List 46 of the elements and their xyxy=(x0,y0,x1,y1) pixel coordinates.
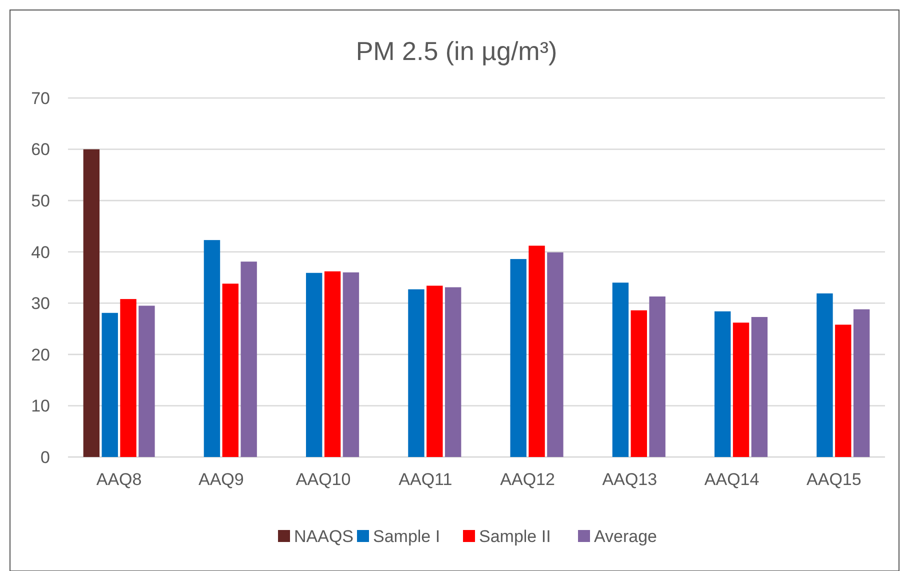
bar xyxy=(732,322,750,457)
bar xyxy=(630,310,648,457)
bar xyxy=(240,262,257,457)
y-tick-label: 50 xyxy=(31,192,50,211)
y-tick-label: 10 xyxy=(31,396,50,416)
bar xyxy=(612,282,629,457)
legend-label: NAAQS xyxy=(294,526,354,546)
bar xyxy=(204,240,220,457)
x-tick-label: AAQ14 xyxy=(704,470,760,489)
bar xyxy=(547,252,564,457)
y-tick-label: 0 xyxy=(40,448,50,467)
x-tick-label: AAQ15 xyxy=(806,470,862,489)
bar xyxy=(120,299,136,457)
y-tick-label: 20 xyxy=(31,345,50,364)
y-tick-label: 30 xyxy=(31,294,50,314)
x-tick-label: AAQ13 xyxy=(602,470,658,489)
bar xyxy=(816,293,833,457)
bar xyxy=(528,246,545,457)
bar xyxy=(83,149,100,457)
legend-label: Sample II xyxy=(479,526,551,546)
bar xyxy=(444,287,462,457)
bar xyxy=(510,259,526,457)
bar xyxy=(426,286,443,457)
bar xyxy=(835,324,852,457)
bar xyxy=(853,309,870,457)
y-tick-label: 40 xyxy=(31,242,50,262)
bar xyxy=(714,311,731,457)
bar xyxy=(649,296,666,457)
y-tick-label: 70 xyxy=(31,88,50,108)
x-tick-label: AAQ12 xyxy=(500,470,555,489)
bar xyxy=(138,306,155,457)
chart-title: PM 2.5 (in µg/m³) xyxy=(356,36,558,66)
bar xyxy=(222,284,239,457)
bar xyxy=(408,289,424,457)
bar xyxy=(324,271,341,457)
legend-label: Average xyxy=(594,526,658,546)
bar xyxy=(342,272,360,457)
x-tick-label: AAQ9 xyxy=(198,470,244,489)
bar xyxy=(102,312,118,457)
x-tick-label: AAQ8 xyxy=(96,470,142,489)
bar xyxy=(306,272,322,457)
legend-label: Sample I xyxy=(373,526,440,546)
y-tick-label: 60 xyxy=(31,140,50,160)
x-tick-label: AAQ11 xyxy=(398,470,452,489)
x-tick-label: AAQ10 xyxy=(296,470,351,489)
bar xyxy=(751,316,768,457)
